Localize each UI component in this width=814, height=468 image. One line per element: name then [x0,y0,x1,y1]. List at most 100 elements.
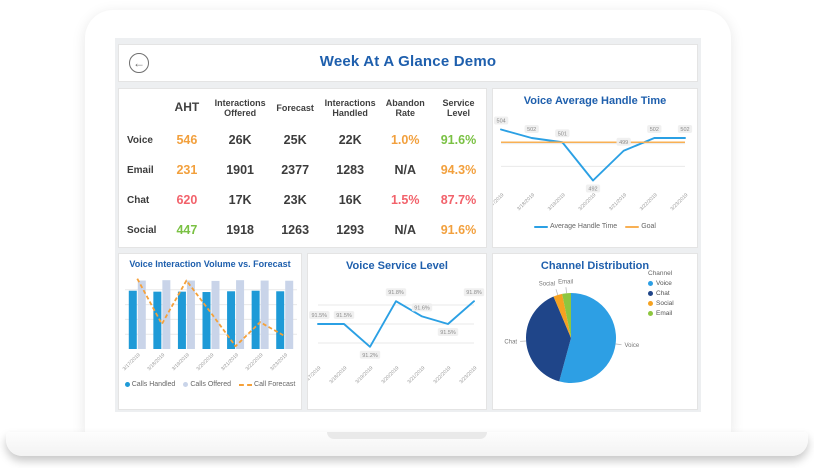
calls-handled-swatch-icon [124,382,130,387]
kpi-cell: 546 [176,133,198,147]
x-axis-label: 3/18/2019 [146,352,166,372]
data-label: 91.8% [466,290,482,296]
legend-item-label: Chat [656,290,670,297]
x-axis-label: 3/22/2019 [639,192,659,212]
chart-title-service-level: Voice Service Level [346,260,448,272]
legend-item-label: Social [656,300,674,307]
chart-title-aht: Voice Average Handle Time [523,95,667,107]
average-handle-time-swatch-icon [534,225,548,228]
bar-calls-handled[interactable] [202,292,211,349]
kpi-cell: 22K [338,133,362,147]
kpi-cell: 1.0% [390,133,420,147]
legend-item-voice[interactable]: Voice [648,280,694,287]
legend-item-label: Goal [641,223,656,230]
legend-item-social[interactable]: Social [648,300,694,307]
bar-calls-handled[interactable] [128,290,137,349]
legend-item-call-forecast[interactable]: Call Forecast [239,381,295,388]
pie-slice-chat[interactable] [526,296,571,382]
data-label: 91.5% [440,330,456,336]
pie-callout-label: Chat [504,340,517,346]
kpi-cell: 2377 [281,163,310,177]
bar-calls-handled[interactable] [227,291,236,349]
legend-item-chat[interactable]: Chat [648,290,694,297]
kpi-column-header: Interactions Handled [324,97,376,118]
x-axis-label: 3/22/2019 [432,365,452,385]
bar-calls-offered[interactable] [186,280,195,349]
x-axis-label: 3/20/2019 [380,365,400,385]
legend-item-goal[interactable]: Goal [625,223,656,230]
pie-callout-label: Voice [625,343,640,349]
dashboard-canvas: ← Week At A Glance Demo AHT Interactions … [115,38,701,412]
channel-distribution-pie-chart[interactable]: Voice Chat Social Email [493,272,651,402]
pie-slice-social[interactable] [553,293,571,338]
kpi-cell: 447 [176,223,198,237]
laptop-base [6,432,808,456]
bar-calls-handled[interactable] [153,291,162,349]
legend-item-calls-handled[interactable]: Calls Handled [124,381,176,388]
legend-item-average-handle-time[interactable]: Average Handle Time [534,223,617,230]
bar-calls-offered[interactable] [211,280,220,349]
kpi-table-row: Email 231 1901 2377 1283 N/A 94.3% [119,155,486,185]
kpi-cell: 1901 [226,163,254,177]
data-label: 502 [527,127,536,133]
bar-calls-handled[interactable] [251,290,260,349]
x-axis-label: 3/17/2019 [493,192,506,212]
legend-item-calls-offered[interactable]: Calls Offered [183,381,231,388]
kpi-cell: 1283 [336,163,365,177]
pie-slice-email[interactable] [562,293,571,338]
legend-item-label: Calls Offered [190,381,232,388]
kpi-column-header: Abandon Rate [385,97,425,118]
service-level-line-chart[interactable]: 3/17/2019 3/18/2019 3/19/2019 3/20/2019 3/21… [308,272,486,398]
data-label: 91.6% [414,305,430,311]
legend-item-email[interactable]: Email [648,310,694,317]
kpi-row-label: Chat [127,194,150,206]
data-label: 91.5% [311,313,327,319]
x-axis-label: 3/23/2019 [269,352,289,372]
kpi-cell: N/A [394,223,416,237]
pie-slice-voice[interactable] [559,293,616,383]
goal-swatch-icon [625,225,640,228]
kpi-cell: 25K [283,133,307,147]
kpi-table: AHT Interactions Offered Forecast Interacti… [119,91,486,245]
social-swatch-icon [648,301,653,306]
kpi-table-row: Chat 620 17K 23K 16K 1.5% 87.7% [119,185,486,215]
bar-calls-offered[interactable] [236,280,245,349]
kpi-corner-cell [119,91,163,125]
legend-item-label: Email [656,310,673,317]
page-title: Week At A Glance Demo [319,53,497,70]
kpi-cell: N/A [394,163,416,177]
x-axis-label: 3/22/2019 [245,352,265,372]
kpi-cell: 23K [283,193,307,207]
bar-calls-offered[interactable] [260,280,269,349]
bar-calls-handled[interactable] [276,291,285,349]
kpi-cell: 91.6% [440,223,477,237]
chat-swatch-icon [648,291,653,296]
aht-chart-card: Voice Average Handle Time 3/17/2019 3/18/… [492,88,698,248]
data-label: 91.8% [388,290,404,296]
bar-calls-offered[interactable] [137,280,146,349]
aht-line-chart[interactable]: 3/17/2019 3/18/2019 3/19/2019 3/20/2019 3/21… [493,107,697,223]
x-axis-label: 3/23/2019 [458,365,478,385]
kpi-table-card: AHT Interactions Offered Forecast Interacti… [118,88,487,248]
back-button[interactable]: ← [129,53,149,73]
legend-item-label: Call Forecast [254,381,296,388]
kpi-cell: 94.3% [440,163,477,177]
kpi-column-header: Forecast [276,102,314,113]
legend-item-label: Voice [656,280,672,287]
x-axis-label: 3/18/2019 [328,365,348,385]
legend-item-label: Calls Handled [131,381,176,388]
x-axis-label: 3/23/2019 [669,192,689,212]
x-axis-label: 3/19/2019 [171,352,191,372]
x-axis-label: 3/21/2019 [608,192,628,212]
kpi-cell: 91.6% [440,133,477,147]
kpi-cell: 87.7% [440,193,477,207]
data-label: 499 [619,140,628,146]
data-label: 91.5% [336,313,352,319]
x-axis-label: 3/18/2019 [516,192,536,212]
chart-title-channel-distribution: Channel Distribution [540,260,650,272]
kpi-row-label: Email [127,164,154,176]
bar-calls-handled[interactable] [177,291,186,349]
calls-offered-swatch-icon [183,382,189,387]
bar-calls-offered[interactable] [285,280,294,349]
volume-bar-chart[interactable]: 3/17/2019 3/18/2019 3/19/2019 3/20/2019 3/21… [119,269,301,381]
